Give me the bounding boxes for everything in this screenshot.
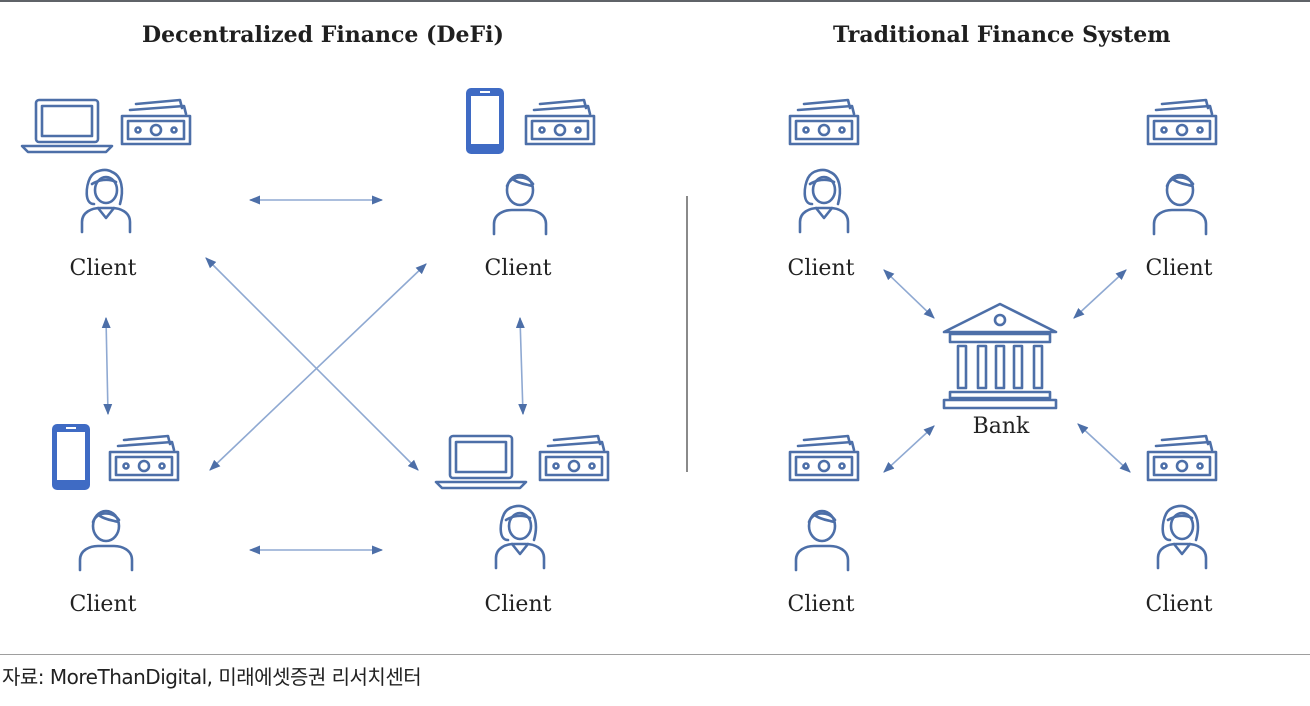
arrow-diagonal-down xyxy=(205,257,419,471)
arrow-diagonal-up xyxy=(209,263,427,471)
traditional-title: Traditional Finance System xyxy=(833,22,1171,48)
money-icon xyxy=(788,98,860,146)
arrow-right xyxy=(515,316,528,416)
defi-client-4 xyxy=(434,434,610,570)
money-icon xyxy=(538,434,610,482)
trad-client-2-label: Client xyxy=(1145,256,1213,281)
bank-label: Bank xyxy=(972,414,1030,439)
money-icon xyxy=(108,434,180,482)
money-icon xyxy=(524,98,596,146)
defi-title: Decentralized Finance (DeFi) xyxy=(142,22,504,48)
woman-icon xyxy=(798,168,850,234)
woman-icon xyxy=(494,504,546,570)
top-rule xyxy=(0,0,1310,2)
man-icon xyxy=(78,509,134,572)
phone-icon xyxy=(52,424,90,490)
money-icon xyxy=(120,98,192,146)
defi-client-2 xyxy=(466,88,596,236)
man-icon xyxy=(1152,173,1208,236)
defi-client-4-label: Client xyxy=(484,592,552,617)
money-icon xyxy=(1146,434,1218,482)
defi-arrows xyxy=(101,195,528,555)
phone-icon xyxy=(466,88,504,154)
defi-client-3-label: Client xyxy=(69,592,137,617)
trad-client-1-label: Client xyxy=(787,256,855,281)
money-icon xyxy=(1146,98,1218,146)
defi-client-2-label: Client xyxy=(484,256,552,281)
arrow-bank-tr xyxy=(1073,269,1127,319)
defi-client-1-label: Client xyxy=(69,256,137,281)
man-icon xyxy=(794,509,850,572)
laptop-icon xyxy=(20,98,114,154)
woman-icon xyxy=(80,168,132,234)
trad-client-2 xyxy=(1146,98,1218,236)
trad-client-3 xyxy=(788,434,860,572)
trad-arrows xyxy=(883,269,1131,473)
arrow-bank-bl xyxy=(883,425,935,473)
source-note: 자료: MoreThanDigital, 미래에셋증권 리서치센터 xyxy=(2,665,422,689)
woman-icon xyxy=(1156,504,1208,570)
trad-client-4-label: Client xyxy=(1145,592,1213,617)
arrow-left xyxy=(101,316,113,416)
trad-client-1 xyxy=(788,98,860,234)
man-icon xyxy=(492,173,548,236)
trad-client-4 xyxy=(1146,434,1218,570)
defi-client-1 xyxy=(20,98,192,234)
laptop-icon xyxy=(434,434,528,490)
trad-client-3-label: Client xyxy=(787,592,855,617)
defi-client-3 xyxy=(52,424,180,572)
arrow-bank-tl xyxy=(883,269,935,319)
panel-divider xyxy=(686,196,688,472)
arrow-bank-br xyxy=(1077,423,1131,473)
bottom-rule xyxy=(0,654,1310,655)
money-icon xyxy=(788,434,860,482)
bank-icon xyxy=(942,302,1058,410)
